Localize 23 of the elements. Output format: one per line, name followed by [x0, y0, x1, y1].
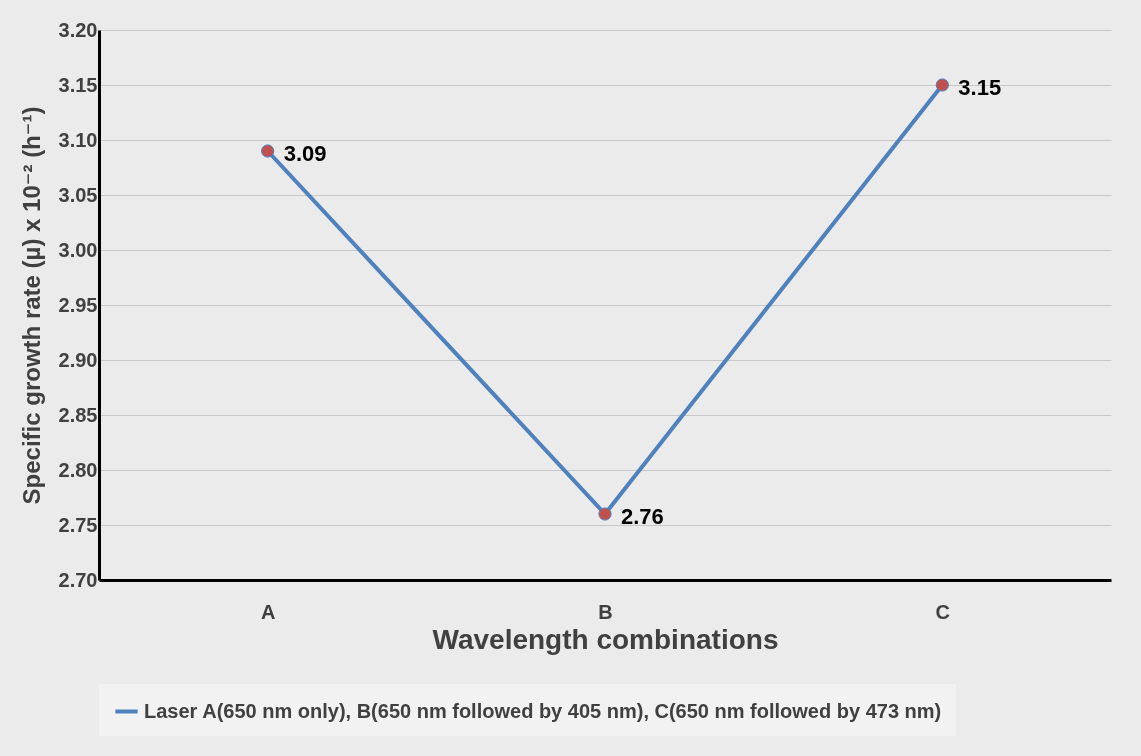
y-tick-label: 2.95: [58, 293, 98, 316]
point: [935, 78, 949, 92]
legend-label: Laser A(650 nm only), B(650 nm followed by 405 nm), C(650 nm followed by 473 nm): [144, 699, 942, 722]
data-label: 2.76: [621, 504, 664, 529]
x-axis-title: Wavelength combinations: [432, 623, 779, 655]
x-tick-label: A: [260, 600, 276, 623]
y-tick-label: 2.90: [58, 348, 98, 371]
point: [261, 144, 275, 158]
y-tick-label: 2.80: [58, 458, 98, 481]
y-tick-label: 3.00: [58, 238, 98, 261]
point: [598, 507, 612, 521]
y-axis-title: Specific growth rate (µ) x 10⁻² (h⁻¹): [17, 106, 45, 505]
y-tick-label: 2.70: [58, 568, 98, 591]
y-tick-label: 3.20: [58, 18, 98, 41]
data-label: 3.15: [958, 75, 1002, 100]
x-tick-label: C: [935, 600, 951, 623]
y-tick-label: 2.85: [58, 403, 98, 426]
y-tick-label: 3.05: [58, 183, 98, 206]
y-tick-label: 2.75: [58, 513, 98, 536]
y-tick-label: 3.15: [58, 73, 98, 96]
x-tick-label: B: [598, 600, 613, 623]
data-label: 3.09: [283, 141, 327, 166]
y-tick-label: 3.10: [58, 128, 98, 151]
